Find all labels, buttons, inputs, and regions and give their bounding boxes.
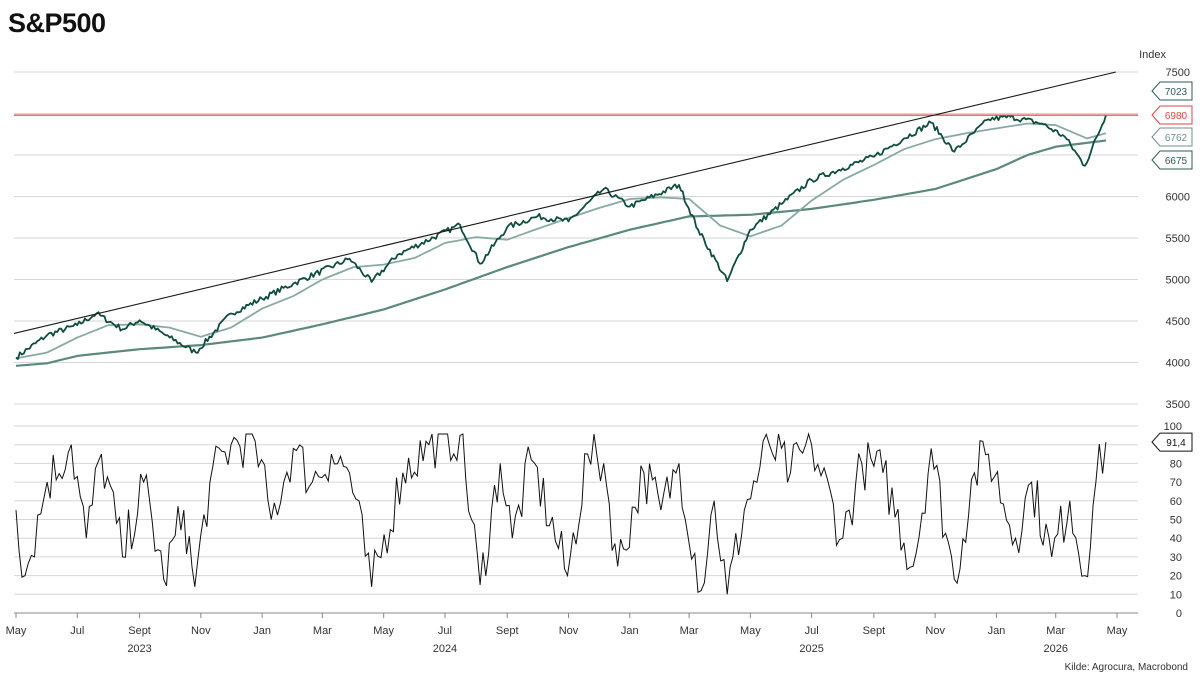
osc-y-tick-label: 30 [1170,552,1182,564]
osc-y-tick-label: 20 [1170,571,1182,583]
main-y-tick-label: 7500 [1166,67,1190,79]
osc-y-tick-label: 50 [1170,515,1182,527]
value-tag-ma50: 6762 [1165,133,1188,144]
x-month-label: May [373,625,394,637]
osc-y-tick-label: 10 [1170,589,1182,601]
x-month-label: May [1107,625,1128,637]
main-y-tick-label: 4000 [1166,358,1190,370]
osc-y-tick-label: 0 [1176,608,1182,620]
x-month-label: Jul [70,625,84,637]
x-year-label: 2025 [799,643,823,655]
osc-y-tick-label: 80 [1170,458,1182,470]
x-month-label: Jan [988,625,1006,637]
oscillator-line [15,432,1107,595]
x-month-label: Nov [191,625,211,637]
x-year-label: 2024 [433,643,457,655]
value-tag-ma200: 6675 [1165,156,1188,167]
main-y-tick-label: 5500 [1166,233,1190,245]
x-month-label: Jul [805,625,819,637]
osc-y-tick-label: 70 [1170,477,1182,489]
ma200-line [15,139,1107,367]
x-month-label: May [740,625,761,637]
x-month-label: Jan [253,625,271,637]
price-line [15,114,1107,360]
x-month-label: May [6,625,27,637]
main-y-tick-label: 6000 [1166,192,1190,204]
x-month-label: Sept [863,625,886,637]
source-note: Kilde: Agrocura, Macrobond [1064,662,1188,673]
main-y-tick-label: 3500 [1166,399,1190,411]
x-month-label: Nov [925,625,945,637]
ma50-line [15,122,1107,360]
x-month-label: Nov [559,625,579,637]
value-tag-trend: 7023 [1165,87,1188,98]
x-month-label: Mar [680,625,699,637]
x-year-label: 2026 [1043,643,1067,655]
x-month-label: Sept [128,625,151,637]
x-month-label: Mar [1046,625,1065,637]
value-tag-oscillator-box [1151,432,1193,452]
value-tag-oscillator: 91,4 [1166,438,1186,449]
value-tag-resistance-box [1151,105,1193,125]
trend-line [13,71,1117,334]
value-tag-ma200-box [1151,150,1193,170]
x-month-label: Sept [496,625,519,637]
x-month-label: Mar [313,625,332,637]
main-y-axis-label: Index [1139,49,1166,61]
osc-y-tick-label: 40 [1170,533,1182,545]
osc-y-tick-label: 60 [1170,496,1182,508]
x-month-label: Jul [438,625,452,637]
main-y-tick-label: 4500 [1166,316,1190,328]
osc-y-tick-label: 100 [1164,421,1182,433]
x-month-label: Jan [621,625,639,637]
value-tag-resistance: 6980 [1165,111,1188,122]
value-tag-ma50-box [1151,127,1193,147]
value-tag-trend-box [1151,81,1193,101]
main-y-tick-label: 5000 [1166,275,1190,287]
x-year-label: 2023 [127,643,151,655]
chart-title: S&P500 [8,8,106,38]
